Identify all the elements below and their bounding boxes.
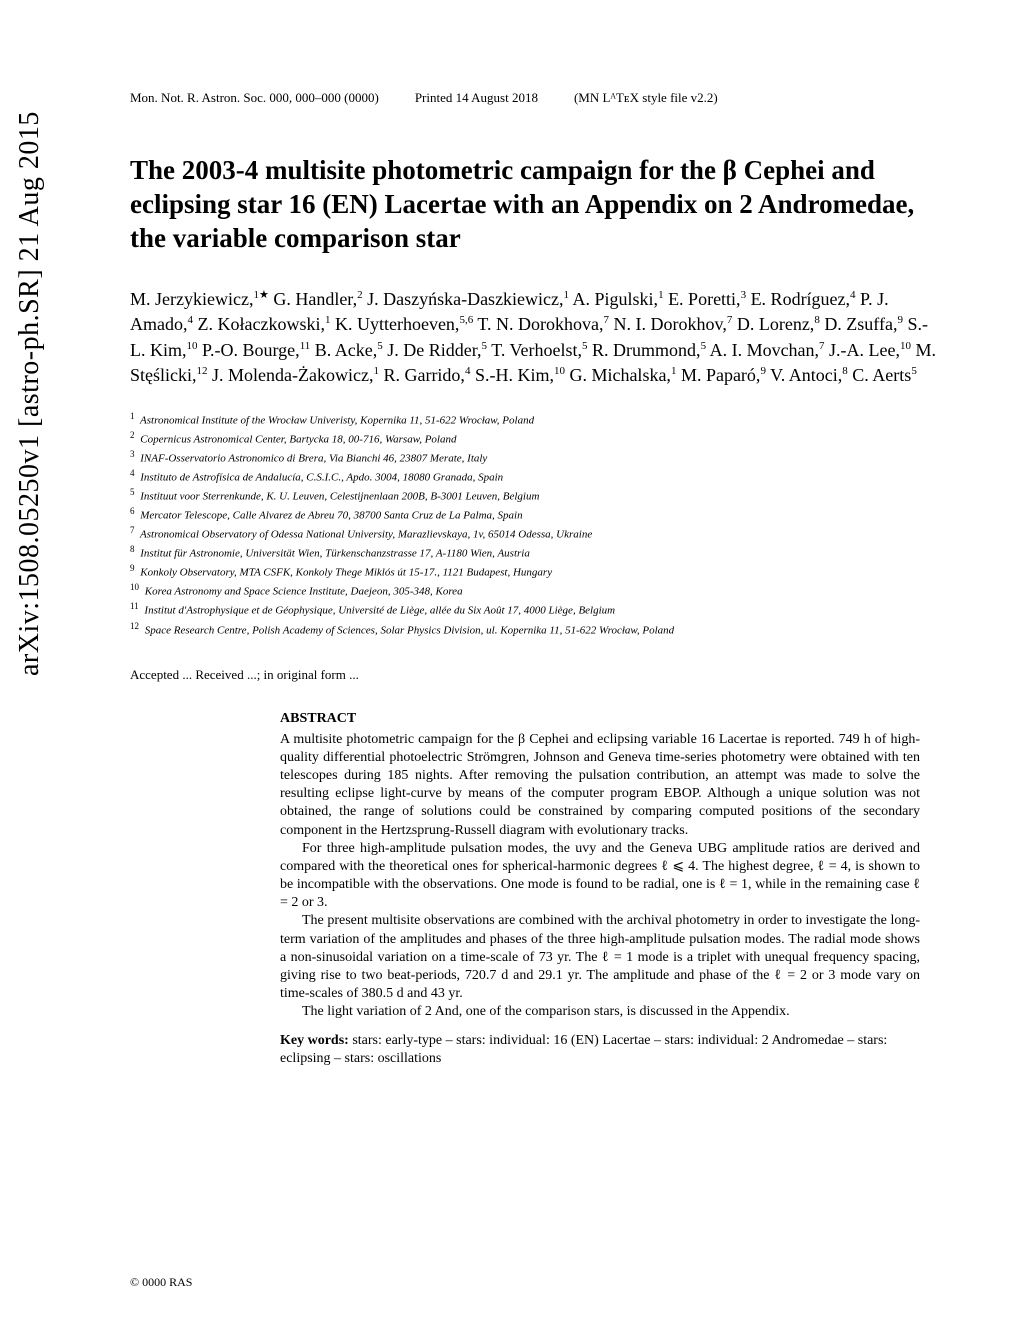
affiliation: 2 Copernicus Astronomical Center, Bartyc… [130, 429, 940, 448]
affiliation: 8 Institut für Astronomie, Universität W… [130, 543, 940, 562]
keywords-label: Key words: [280, 1033, 349, 1048]
affiliation: 6 Mercator Telescope, Calle Alvarez de A… [130, 505, 940, 524]
affiliation: 4 Instituto de Astrofísica de Andalucía,… [130, 467, 940, 486]
paper-title: The 2003-4 multisite photometric campaig… [130, 154, 940, 255]
affiliation: 11 Institut d'Astrophysique et de Géophy… [130, 600, 940, 619]
author-list: M. Jerzykiewicz,1★ G. Handler,2 J. Daszy… [130, 287, 940, 388]
accepted-line: Accepted ... Received ...; in original f… [130, 667, 940, 683]
latex-style: (MN LᴬTᴇX style file v2.2) [574, 90, 718, 106]
affiliation: 1 Astronomical Institute of the Wrocław … [130, 410, 940, 429]
abstract-block: ABSTRACT A multisite photometric campaig… [280, 711, 920, 1068]
abstract-paragraph: The present multisite observations are c… [280, 912, 920, 1003]
affiliation-list: 1 Astronomical Institute of the Wrocław … [130, 410, 940, 639]
affiliation: 3 INAF-Osservatorio Astronomico di Brera… [130, 448, 940, 467]
header-line: Mon. Not. R. Astron. Soc. 000, 000–000 (… [130, 90, 940, 106]
abstract-paragraph: For three high-amplitude pulsation modes… [280, 840, 920, 913]
affiliation: 9 Konkoly Observatory, MTA CSFK, Konkoly… [130, 562, 940, 581]
affiliation: 7 Astronomical Observatory of Odessa Nat… [130, 524, 940, 543]
abstract-heading: ABSTRACT [280, 711, 920, 727]
affiliation: 12 Space Research Centre, Polish Academy… [130, 620, 940, 639]
journal-ref: Mon. Not. R. Astron. Soc. 000, 000–000 (… [130, 90, 379, 106]
printed-date: Printed 14 August 2018 [415, 90, 538, 106]
abstract-paragraph: The light variation of 2 And, one of the… [280, 1003, 920, 1021]
keywords: Key words: stars: early-type – stars: in… [280, 1032, 920, 1068]
abstract-text: A multisite photometric campaign for the… [280, 731, 920, 1022]
keywords-text: stars: early-type – stars: individual: 1… [280, 1033, 887, 1066]
affiliation: 10 Korea Astronomy and Space Science Ins… [130, 581, 940, 600]
page-content: Mon. Not. R. Astron. Soc. 000, 000–000 (… [0, 0, 1020, 1098]
affiliation: 5 Instituut voor Sterrenkunde, K. U. Leu… [130, 486, 940, 505]
abstract-paragraph: A multisite photometric campaign for the… [280, 731, 920, 840]
copyright: © 0000 RAS [130, 1275, 192, 1290]
